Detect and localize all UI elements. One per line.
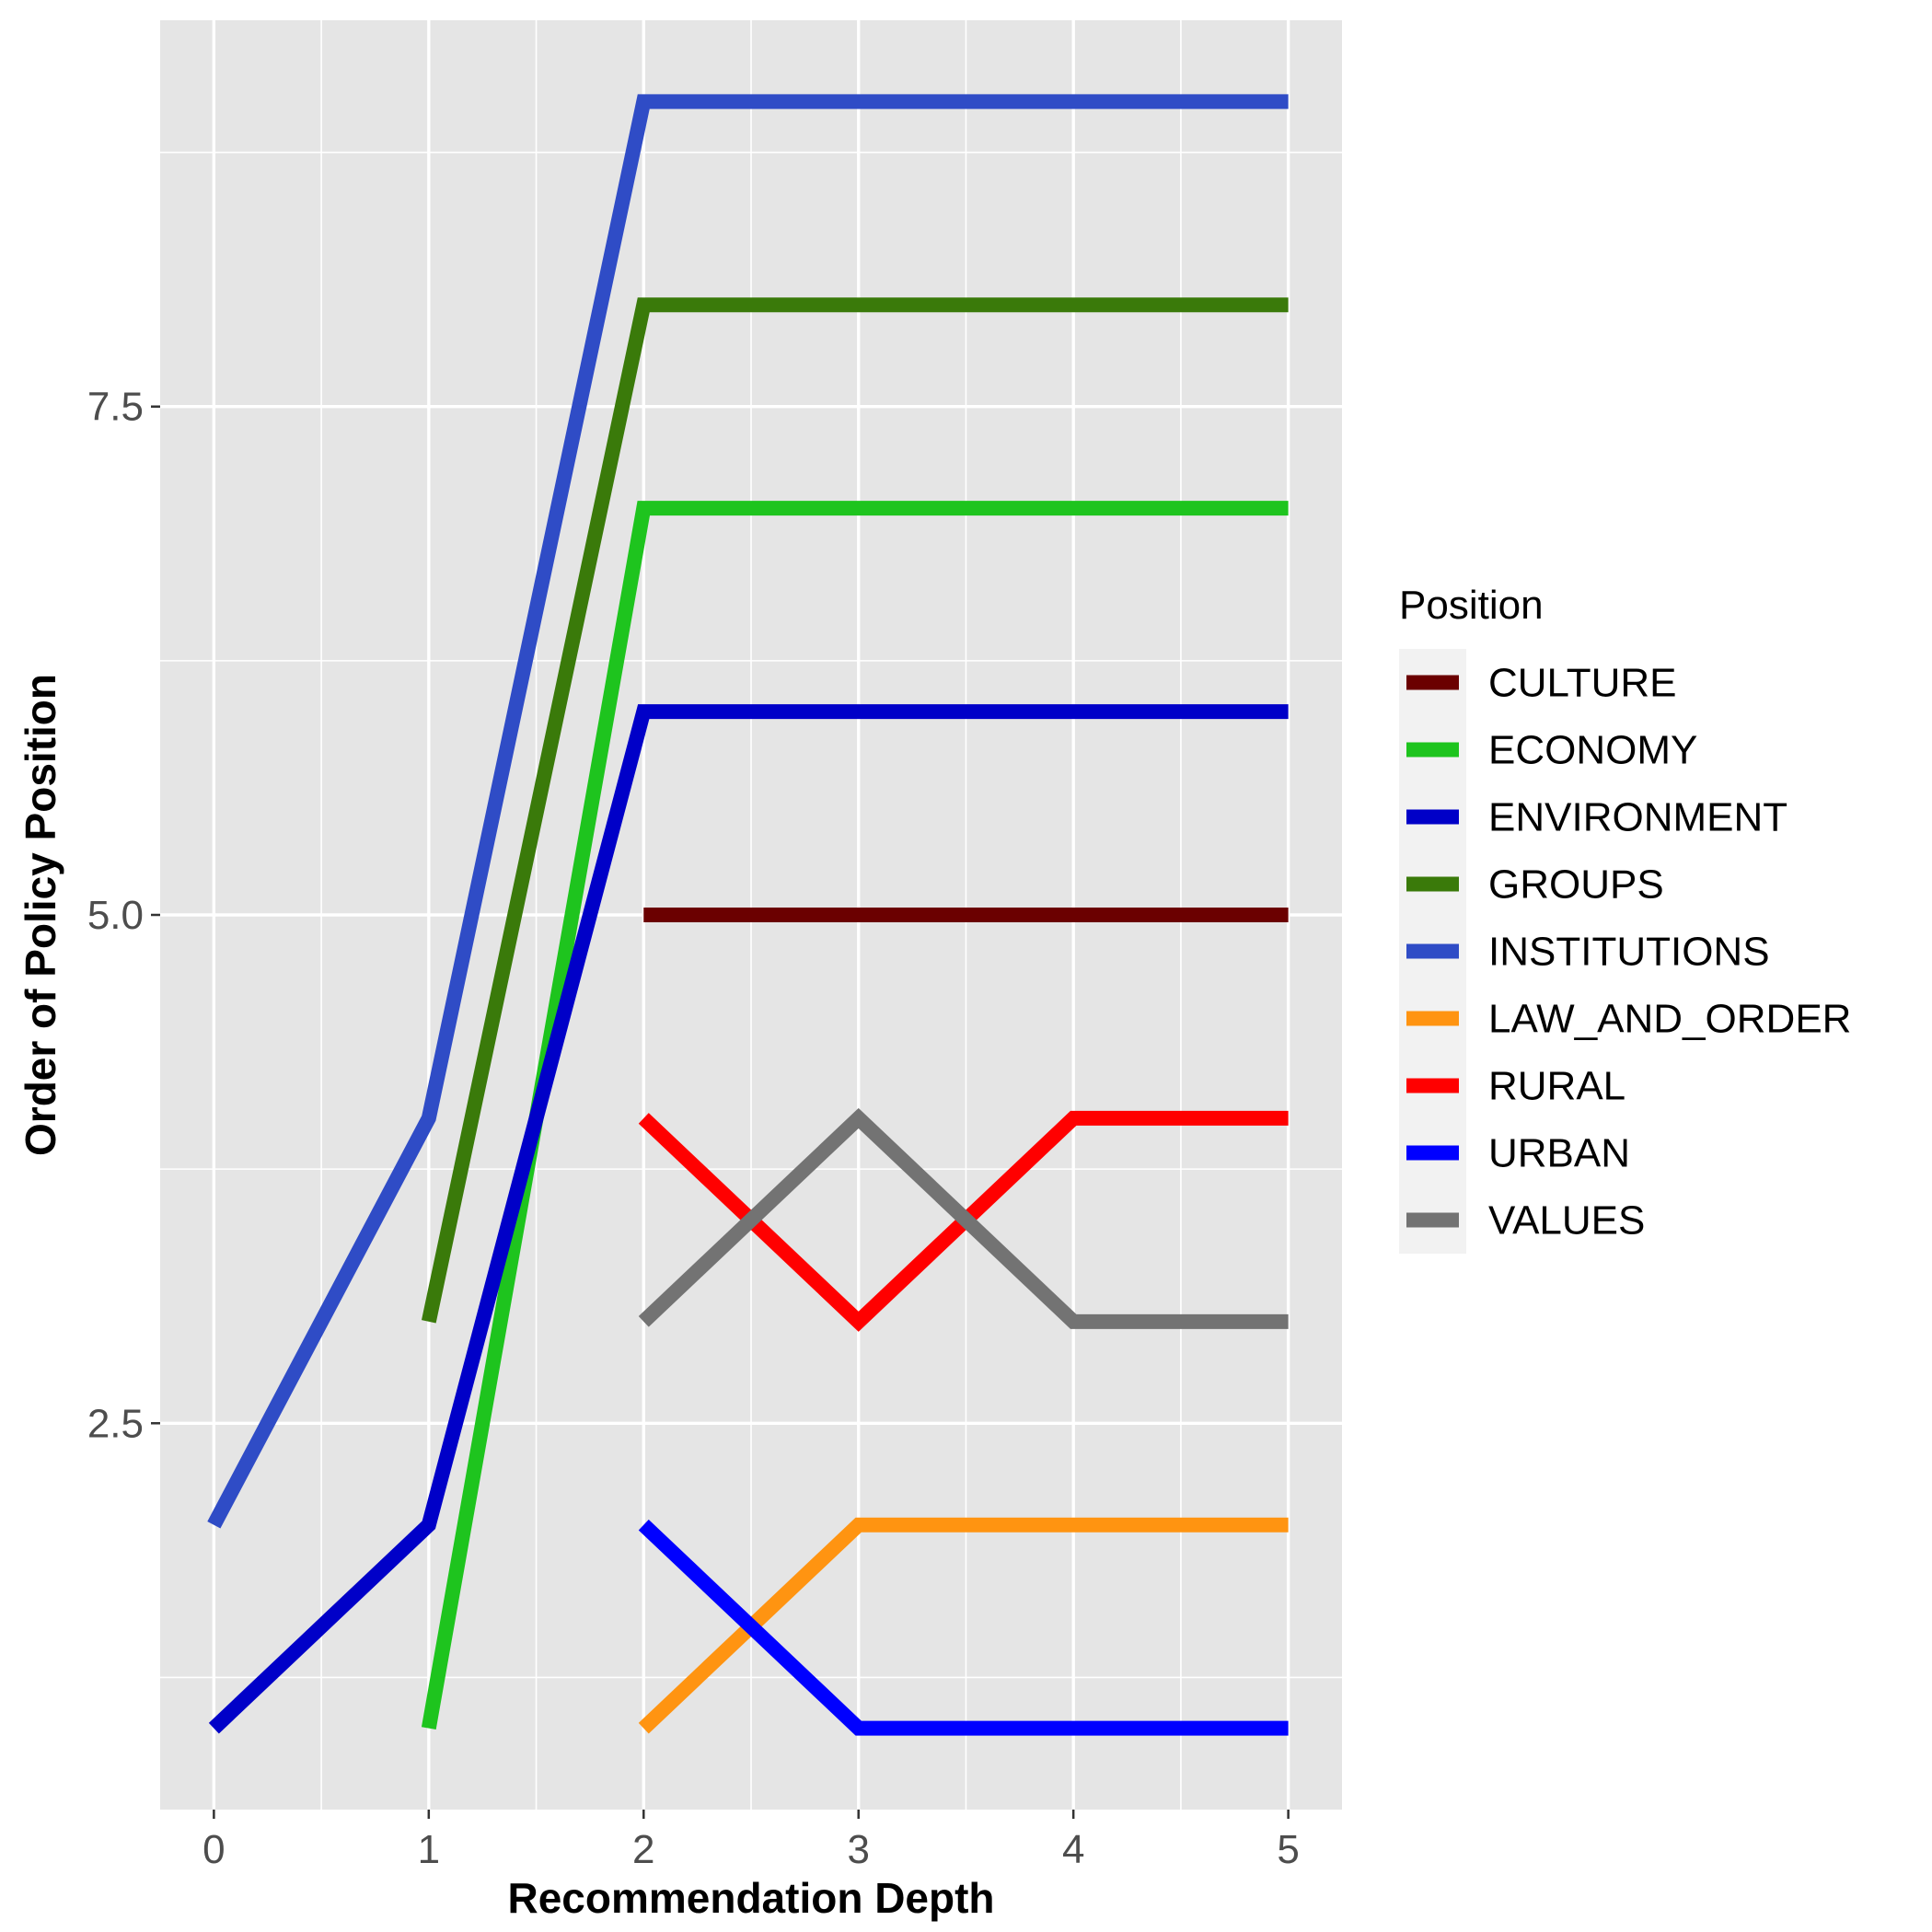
legend-label-urban: URBAN xyxy=(1488,1131,1630,1176)
y-tick-label: 5.0 xyxy=(87,893,144,938)
series-line-economy xyxy=(421,501,1289,1730)
series-line-environment xyxy=(208,704,1289,1734)
y-tick-label: 7.5 xyxy=(87,385,144,430)
series-lines xyxy=(207,94,1289,1736)
legend-label-institutions: INSTITUTIONS xyxy=(1488,930,1770,975)
x-tick-label: 5 xyxy=(1277,1827,1299,1872)
x-tick-label: 2 xyxy=(632,1827,654,1872)
legend-label-law-and-order: LAW_AND_ORDER xyxy=(1488,997,1851,1042)
series-line-urban xyxy=(638,1519,1289,1736)
legend-label-groups: GROUPS xyxy=(1488,862,1664,908)
series-line-values xyxy=(638,1107,1289,1329)
legend-title: Position xyxy=(1399,583,1544,628)
y-axis: 2.5 5.0 7.5 xyxy=(87,385,160,1446)
legend-label-economy: ECONOMY xyxy=(1488,728,1697,773)
x-tick-label: 4 xyxy=(1062,1827,1084,1872)
series-line-institutions xyxy=(207,94,1289,1529)
series-line-groups xyxy=(421,297,1289,1324)
legend-label-rural: RURAL xyxy=(1488,1064,1625,1109)
y-tick-label: 2.5 xyxy=(87,1401,144,1446)
legend-items: CULTURE ECONOMY ENVIRONMENT GROUPS INSTITUTI… xyxy=(1406,661,1851,1244)
x-axis-title: Recommendation Depth xyxy=(507,1874,994,1922)
legend-label-values: VALUES xyxy=(1488,1198,1645,1244)
y-axis-title: Order of Policy Position xyxy=(17,674,64,1156)
x-tick-label: 0 xyxy=(202,1827,225,1872)
x-tick-label: 3 xyxy=(847,1827,869,1872)
x-tick-label: 1 xyxy=(418,1827,440,1872)
legend: Position CULTURE ECONOMY ENVIRONMENT GROUPS… xyxy=(1399,583,1851,1254)
legend-label-environment: ENVIRONMENT xyxy=(1488,795,1787,840)
legend-label-culture: CULTURE xyxy=(1488,661,1677,706)
x-axis: 0 1 2 3 4 5 xyxy=(202,1810,1300,1872)
